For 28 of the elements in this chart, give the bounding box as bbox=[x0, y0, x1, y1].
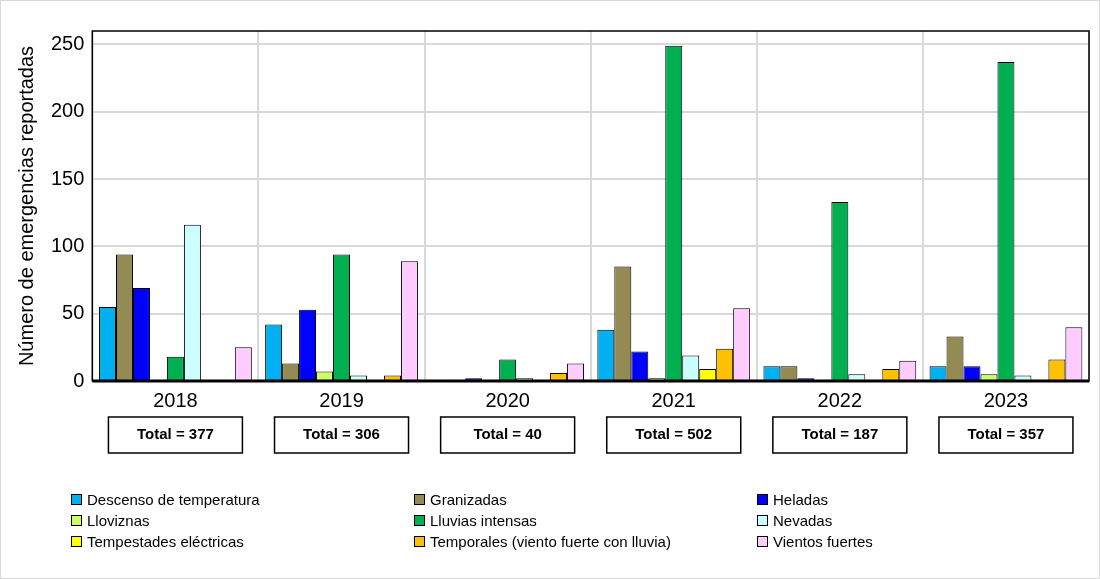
legend-label: Temporales (viento fuerte con lluvia) bbox=[430, 533, 671, 550]
x-tick-label: 2020 bbox=[485, 388, 530, 411]
total-label: Total = 502 bbox=[635, 425, 713, 443]
total-label: Total = 40 bbox=[473, 425, 542, 443]
y-tick-label: 0 bbox=[73, 368, 85, 391]
legend-label: Nevadas bbox=[773, 512, 833, 529]
x-tick-label: 2022 bbox=[817, 388, 863, 411]
total-label: Total = 187 bbox=[801, 425, 879, 443]
y-tick-label: 200 bbox=[50, 99, 85, 122]
legend-label: Vientos fuertes bbox=[773, 533, 873, 550]
y-tick-label: 250 bbox=[50, 31, 85, 54]
legend-label: Lloviznas bbox=[87, 512, 150, 529]
x-tick-label: 2018 bbox=[153, 388, 198, 411]
x-tick-label: 2019 bbox=[319, 388, 364, 411]
y-tick-label: 100 bbox=[50, 233, 85, 256]
total-label: Total = 306 bbox=[303, 425, 380, 443]
legend-label: Tempestades eléctricas bbox=[87, 533, 244, 550]
y-axis-title: Número de emergencias reportadas bbox=[14, 45, 37, 367]
y-tick-label: 150 bbox=[50, 166, 85, 189]
total-label: Total = 357 bbox=[967, 425, 1045, 443]
x-tick-label: 2021 bbox=[651, 388, 696, 411]
legend-label: Descenso de temperatura bbox=[87, 491, 260, 508]
total-label: Total = 377 bbox=[137, 425, 214, 443]
legend-label: Granizadas bbox=[430, 491, 507, 508]
x-tick-label: 2023 bbox=[983, 388, 1029, 411]
legend-label: Heladas bbox=[773, 491, 829, 508]
legend-label: Lluvias intensas bbox=[430, 512, 537, 529]
y-tick-label: 50 bbox=[62, 301, 85, 324]
